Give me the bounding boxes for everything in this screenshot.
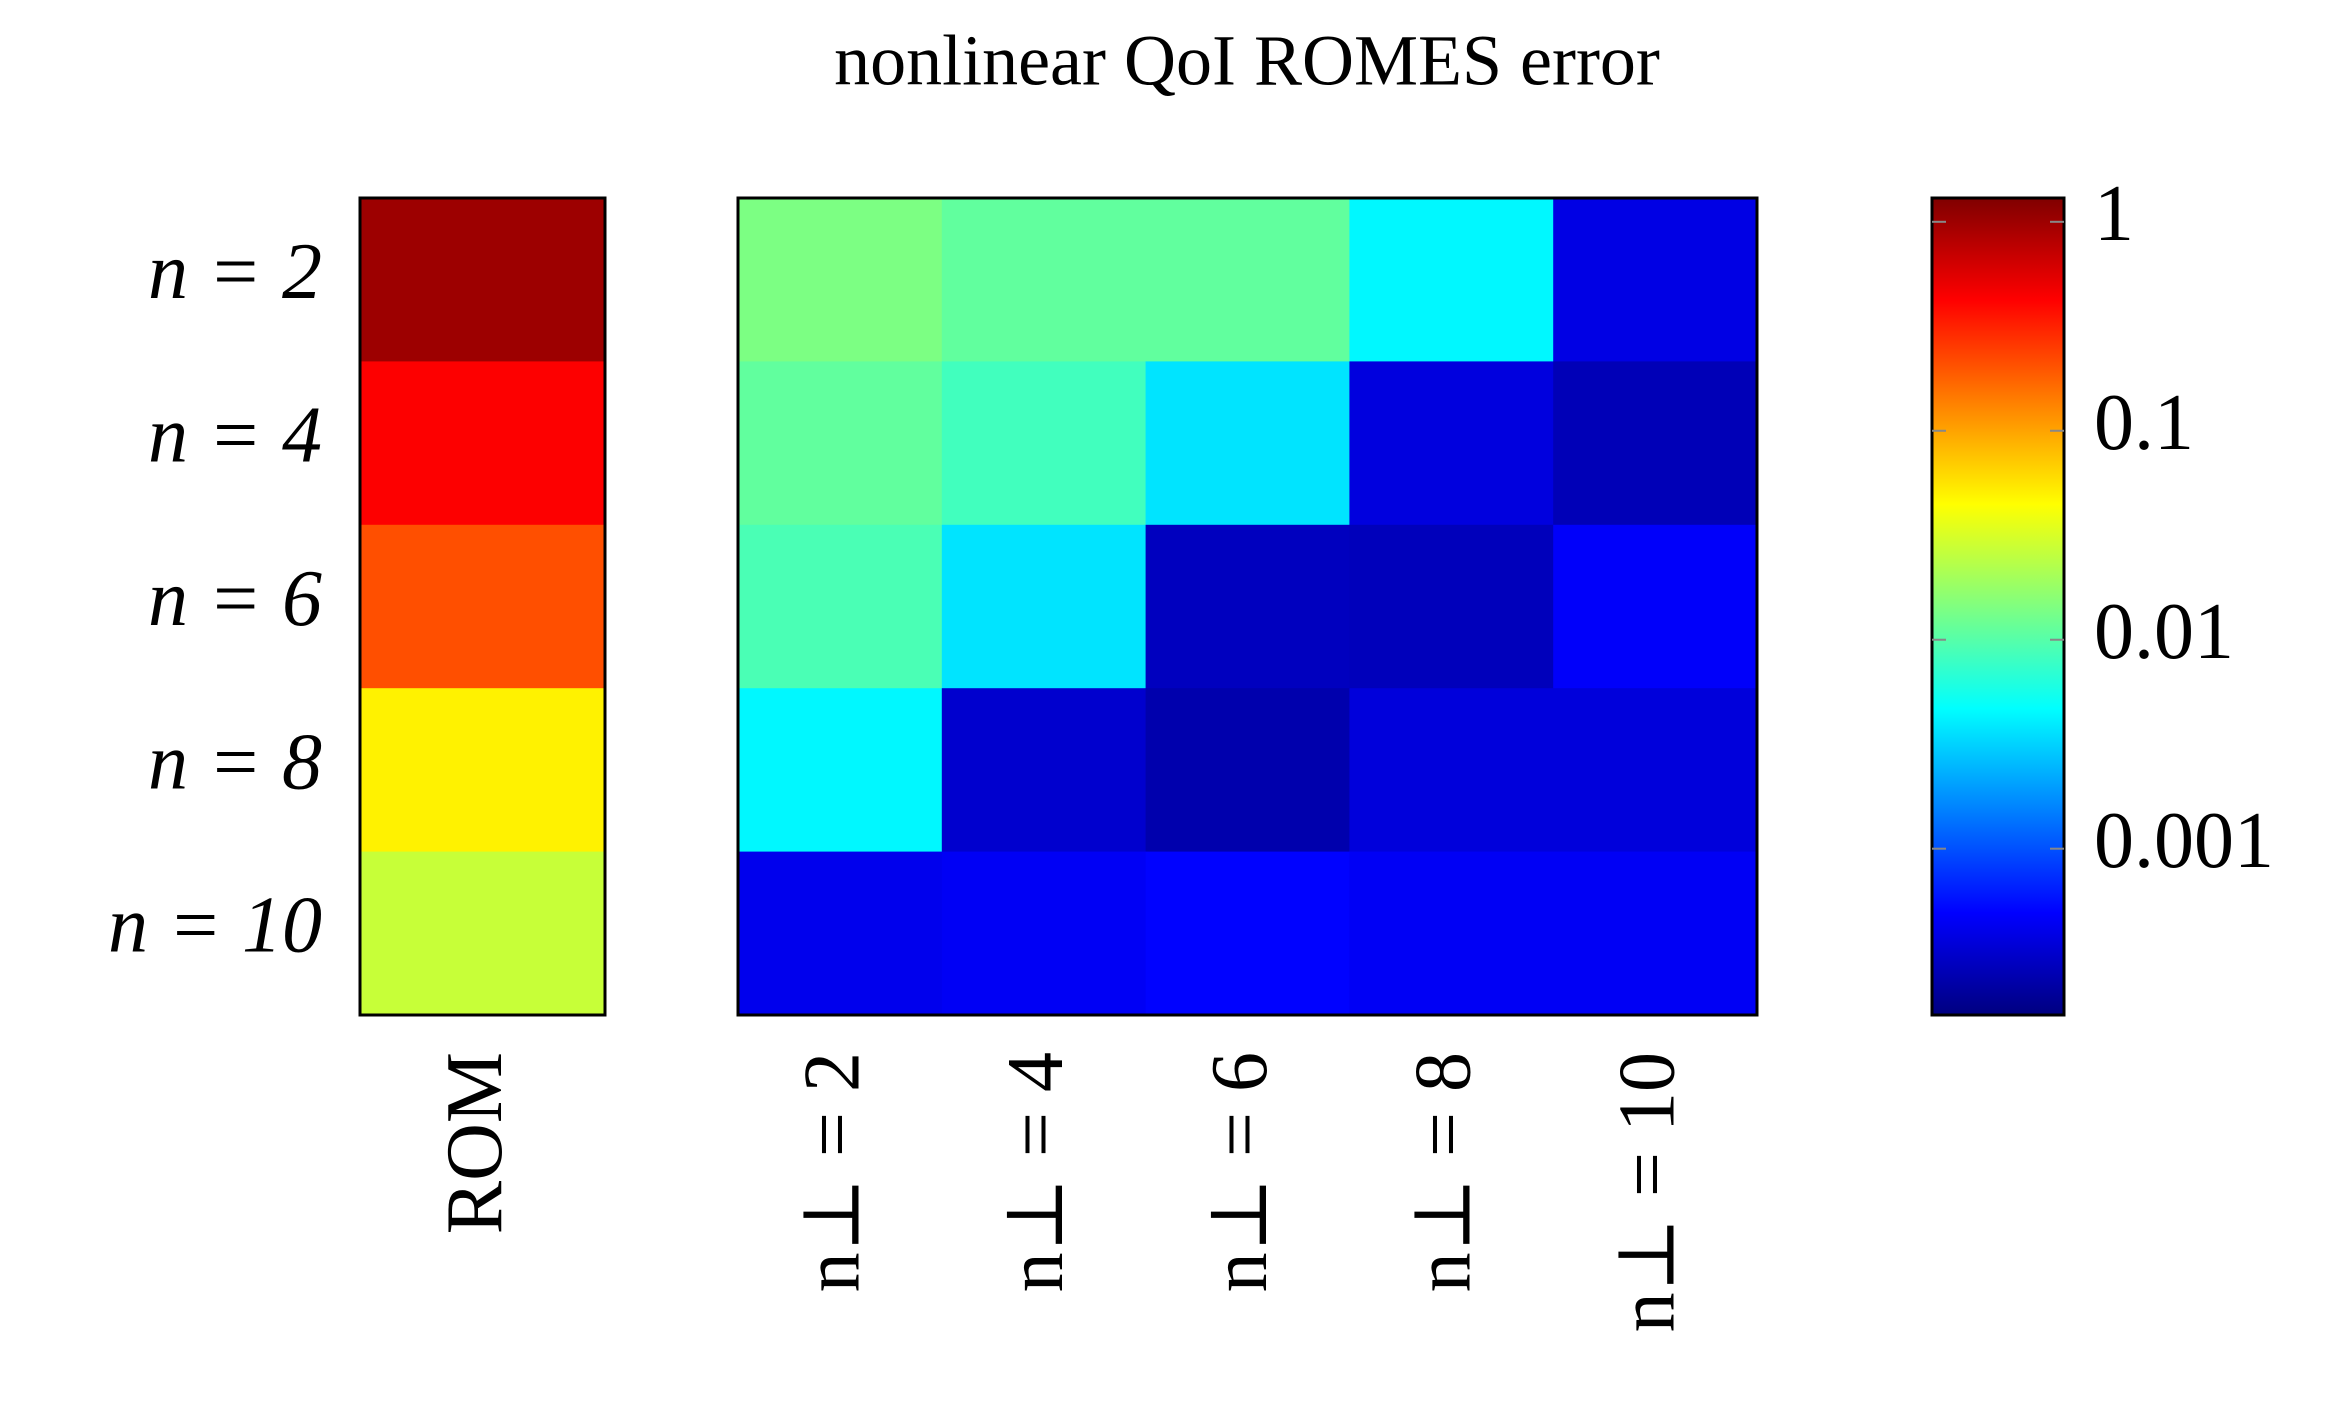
heatmap-cell	[738, 361, 943, 526]
heatmap-cell	[738, 198, 943, 362]
heatmap-cell	[941, 198, 1147, 362]
x-tick-label: n⊥ = 4	[992, 1052, 1080, 1292]
x-tick-label: n⊥ = 6	[1196, 1052, 1284, 1292]
heatmap-cell	[360, 524, 606, 689]
colorbar-tick-label: 0.001	[2094, 797, 2274, 885]
heatmap-cell	[941, 851, 1147, 1016]
chart-title: nonlinear QoI ROMES error	[834, 21, 1660, 101]
heatmap-cell	[1145, 361, 1350, 526]
heatmap-cell	[360, 198, 606, 362]
y-tick-label: n = 10	[108, 882, 322, 970]
heatmap-cell	[1553, 851, 1758, 1016]
heatmap-cell	[941, 524, 1147, 689]
colorbar-frame	[1930, 196, 2066, 1017]
heatmap-cell	[738, 688, 943, 853]
heatmap-cell	[738, 524, 943, 689]
colorbar	[1932, 198, 2064, 1015]
y-tick-label: n = 4	[148, 391, 322, 479]
heatmap-cell	[1349, 688, 1554, 853]
y-tick-label: n = 8	[148, 718, 322, 806]
colorbar-tick-label: 0.1	[2094, 379, 2194, 467]
heatmap-cell	[1145, 198, 1350, 362]
y-tick-label: n = 6	[148, 555, 322, 643]
y-tick-label: n = 2	[148, 228, 322, 316]
heatmap-cell	[1553, 361, 1758, 526]
heatmap-cell	[1349, 524, 1554, 689]
panel-frame	[736, 196, 1759, 1017]
panel-frame	[358, 196, 607, 1017]
heatmap-cell	[1349, 851, 1554, 1016]
heatmap-cell	[1553, 198, 1758, 362]
x-tick-label: n⊥ = 2	[788, 1052, 876, 1292]
heatmap-cell	[1553, 524, 1758, 689]
heatmap-cell	[1145, 524, 1350, 689]
heatmap-cell	[1553, 688, 1758, 853]
heatmap-cell	[1145, 851, 1350, 1016]
x-tick-label: n⊥ = 10	[1603, 1052, 1691, 1332]
heatmap-cell	[360, 851, 606, 1016]
heatmap-cell	[1349, 361, 1554, 526]
heatmap-cell	[1145, 688, 1350, 853]
colorbar-tick-label: 1	[2094, 170, 2134, 258]
heatmap-cell	[941, 361, 1147, 526]
heatmap-cell	[738, 851, 943, 1016]
heatmap-cell	[360, 361, 606, 526]
heatmap-cell	[360, 688, 606, 853]
colorbar-tick-label: 0.01	[2094, 588, 2234, 676]
x-tick-label: ROM	[431, 1052, 519, 1234]
x-tick-label: n⊥ = 8	[1400, 1052, 1488, 1292]
heatmap-cell	[1349, 198, 1554, 362]
heatmap-cell	[941, 688, 1147, 853]
